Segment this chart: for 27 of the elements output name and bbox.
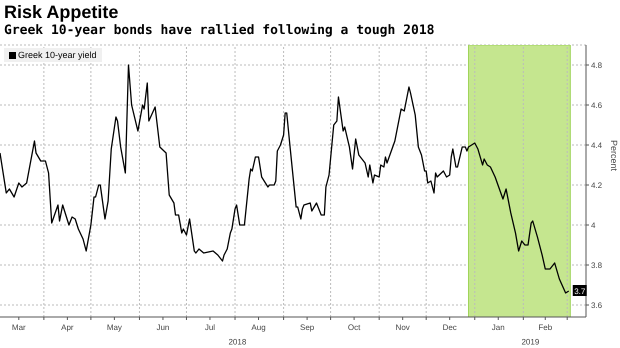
text: 2019 <box>521 338 540 347</box>
y-tick-label: 4.6 <box>591 100 603 110</box>
y-tick-label: 4.4 <box>591 140 603 150</box>
chart-title: Risk Appetite <box>4 2 118 23</box>
data-label: 3.7 <box>574 287 586 296</box>
y-tick-label: 3.8 <box>591 260 603 270</box>
x-tick-label: Feb <box>538 323 553 332</box>
y-tick-label: 4 <box>591 220 596 230</box>
y-tick-label: 3.6 <box>591 300 603 310</box>
line-series <box>0 64 570 294</box>
x-tick-label: Jul <box>204 323 216 332</box>
x-tick-label: Sep <box>300 323 315 332</box>
y-axis-title: Percent <box>609 140 619 172</box>
x-tick-label: Jan <box>492 323 505 332</box>
y-tick-label: 4.8 <box>591 60 603 70</box>
x-tick-label: May <box>106 323 122 332</box>
text: 2018 <box>228 338 247 347</box>
x-tick-label: Mar <box>12 323 26 332</box>
x-tick-label: Aug <box>251 323 266 332</box>
x-tick-label: Dec <box>442 323 457 332</box>
x-tick-label: Jun <box>156 323 170 332</box>
x-tick-label: Oct <box>348 323 362 332</box>
legend-label: Greek 10-year yield <box>18 50 97 60</box>
chart-subtitle: Greek 10-year bonds have rallied following a tough 2018 <box>4 23 434 38</box>
x-tick-label: Nov <box>396 323 410 332</box>
y-tick-label: 4.2 <box>591 180 603 190</box>
x-tick-label: Apr <box>61 323 74 332</box>
